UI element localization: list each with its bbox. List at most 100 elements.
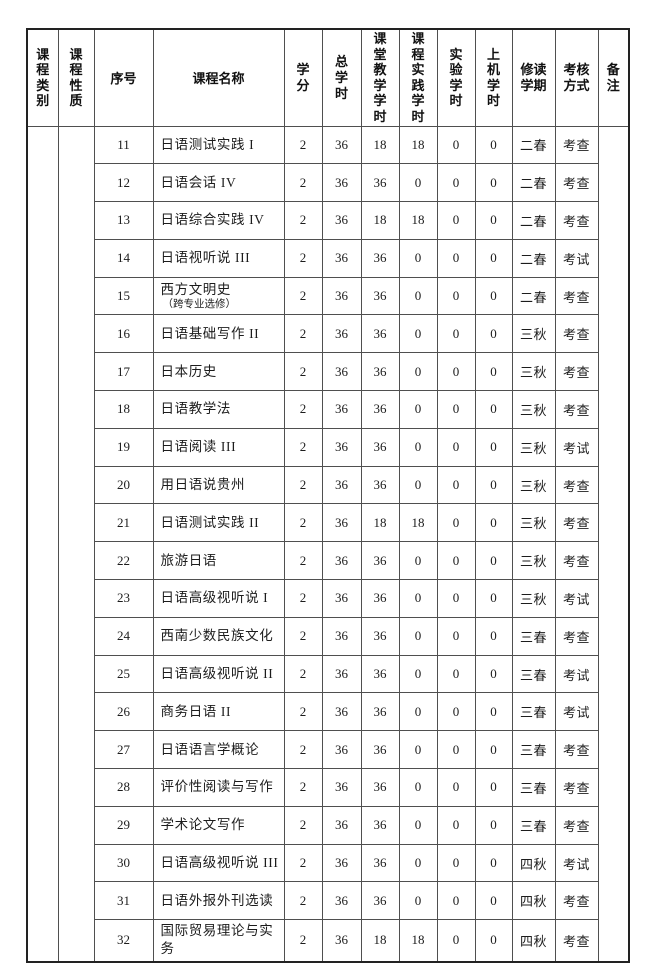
course-name-text: 日语视听说 III bbox=[160, 250, 251, 266]
header-course-category: 课程类别 bbox=[26, 28, 59, 127]
curriculum-table: 课程类别 课程性质 序号 课程名称 学分 总学时 课堂教学学时 课程实践学时 实… bbox=[26, 28, 630, 963]
course-name-cell: 日语高级视听说 III bbox=[152, 843, 285, 883]
practice-hours-cell: 18 bbox=[398, 125, 438, 165]
seq-no-cell: 13 bbox=[93, 201, 154, 240]
practice-hours-cell: 18 bbox=[398, 503, 438, 543]
assessment-cell: 考试 bbox=[554, 654, 599, 694]
semester-cell: 三秋 bbox=[511, 503, 556, 543]
semester-cell: 三秋 bbox=[511, 314, 556, 354]
seq-no-cell: 29 bbox=[93, 805, 154, 845]
course-name-cell: 日语语言学概论 bbox=[152, 730, 285, 770]
header-row: 课程类别 课程性质 序号 课程名称 学分 总学时 课堂教学学时 课程实践学时 实… bbox=[26, 28, 630, 127]
table-row: 26 商务日语 II 2 36 36 0 0 0 三春 考试 bbox=[27, 692, 629, 732]
total-hours-cell: 36 bbox=[321, 654, 362, 694]
course-name-cell: 日语会话 IV bbox=[152, 163, 285, 203]
table-row: 27 日语语言学概论 2 36 36 0 0 0 三春 考查 bbox=[27, 730, 629, 770]
credits-cell: 2 bbox=[283, 276, 323, 316]
semester-cell: 四秋 bbox=[511, 843, 556, 883]
computer-hours-cell: 0 bbox=[474, 427, 513, 467]
credits-cell: 2 bbox=[283, 768, 323, 807]
course-name-text: 用日语说贵州 bbox=[160, 476, 246, 492]
computer-hours-cell: 0 bbox=[474, 503, 513, 543]
lab-hours-cell: 0 bbox=[436, 163, 476, 203]
semester-cell: 二春 bbox=[511, 163, 556, 203]
course-name-text: 日语综合实践 IV bbox=[160, 212, 265, 228]
practice-hours-cell: 0 bbox=[398, 163, 438, 203]
course-name-cell: 西南少数民族文化 bbox=[152, 616, 285, 656]
practice-hours-cell: 0 bbox=[398, 654, 438, 694]
lab-hours-cell: 0 bbox=[436, 125, 476, 165]
header-course-name: 课程名称 bbox=[152, 28, 285, 127]
computer-hours-cell: 0 bbox=[474, 276, 513, 316]
table-row: 21 日语测试实践 II 2 36 18 18 0 0 三秋 考查 bbox=[27, 503, 629, 543]
header-remarks-label: 备注 bbox=[606, 62, 620, 93]
course-name-text: 评价性阅读与写作 bbox=[160, 779, 274, 795]
seq-no-cell: 22 bbox=[93, 541, 154, 581]
course-name-cell: 日语阅读 III bbox=[152, 427, 285, 467]
credits-cell: 2 bbox=[283, 919, 323, 963]
practice-hours-cell: 0 bbox=[398, 238, 438, 278]
course-name-cell: 日本历史 bbox=[152, 352, 285, 392]
lab-hours-cell: 0 bbox=[436, 390, 476, 429]
semester-cell: 三秋 bbox=[511, 541, 556, 581]
table-row: 14 日语视听说 III 2 36 36 0 0 0 二春 考试 bbox=[27, 238, 629, 278]
course-name-text: 学术论文写作 bbox=[160, 817, 246, 833]
seq-no-cell: 17 bbox=[93, 352, 154, 392]
course-name-text: 日语阅读 III bbox=[160, 439, 237, 455]
course-name-cell: 日语基础写作 II bbox=[152, 314, 285, 354]
credits-cell: 2 bbox=[283, 503, 323, 543]
table-row: 32 国际贸易理论与实务 2 36 18 18 0 0 四秋 考查 bbox=[27, 919, 629, 963]
lab-hours-cell: 0 bbox=[436, 881, 476, 921]
total-hours-cell: 36 bbox=[321, 579, 362, 618]
table-row: 22 旅游日语 2 36 36 0 0 0 三秋 考查 bbox=[27, 541, 629, 581]
semester-cell: 三春 bbox=[511, 654, 556, 694]
lab-hours-cell: 0 bbox=[436, 919, 476, 963]
assessment-cell: 考查 bbox=[554, 503, 599, 543]
semester-cell: 三秋 bbox=[511, 352, 556, 392]
classroom-hours-cell: 18 bbox=[360, 201, 400, 240]
course-name-cell: 用日语说贵州 bbox=[152, 465, 285, 505]
semester-cell: 二春 bbox=[511, 125, 556, 165]
assessment-cell: 考查 bbox=[554, 805, 599, 845]
practice-hours-cell: 0 bbox=[398, 730, 438, 770]
classroom-hours-cell: 18 bbox=[360, 919, 400, 963]
course-name-subnote: （跨专业选修） bbox=[162, 298, 237, 310]
assessment-cell: 考试 bbox=[554, 579, 599, 618]
lab-hours-cell: 0 bbox=[436, 579, 476, 618]
classroom-hours-cell: 18 bbox=[360, 125, 400, 165]
practice-hours-cell: 0 bbox=[398, 541, 438, 581]
table-row: 24 西南少数民族文化 2 36 36 0 0 0 三春 考查 bbox=[27, 616, 629, 656]
classroom-hours-cell: 36 bbox=[360, 768, 400, 807]
total-hours-cell: 36 bbox=[321, 541, 362, 581]
lab-hours-cell: 0 bbox=[436, 427, 476, 467]
table-row: 29 学术论文写作 2 36 36 0 0 0 三春 考查 bbox=[27, 805, 629, 845]
total-hours-cell: 36 bbox=[321, 163, 362, 203]
practice-hours-cell: 0 bbox=[398, 427, 438, 467]
computer-hours-cell: 0 bbox=[474, 465, 513, 505]
credits-cell: 2 bbox=[283, 427, 323, 467]
lab-hours-cell: 0 bbox=[436, 768, 476, 807]
assessment-cell: 考查 bbox=[554, 768, 599, 807]
header-semester: 修读学期 bbox=[511, 28, 556, 127]
total-hours-cell: 36 bbox=[321, 276, 362, 316]
computer-hours-cell: 0 bbox=[474, 201, 513, 240]
header-remarks: 备注 bbox=[597, 28, 630, 127]
practice-hours-cell: 0 bbox=[398, 314, 438, 354]
practice-hours-cell: 0 bbox=[398, 881, 438, 921]
course-name-text: 日语语言学概论 bbox=[160, 741, 260, 757]
seq-no-cell: 20 bbox=[93, 465, 154, 505]
credits-cell: 2 bbox=[283, 314, 323, 354]
course-name-cell: 日语测试实践 II bbox=[152, 503, 285, 543]
assessment-cell: 考查 bbox=[554, 163, 599, 203]
course-name-cell: 学术论文写作 bbox=[152, 805, 285, 845]
seq-no-cell: 12 bbox=[93, 163, 154, 203]
assessment-cell: 考查 bbox=[554, 390, 599, 429]
lab-hours-cell: 0 bbox=[436, 541, 476, 581]
table-row: 25 日语高级视听说 II 2 36 36 0 0 0 三春 考试 bbox=[27, 654, 629, 694]
course-name-cell: 日语综合实践 IV bbox=[152, 201, 285, 240]
header-computer-hours-label: 上机学时 bbox=[486, 46, 500, 109]
credits-cell: 2 bbox=[283, 616, 323, 656]
total-hours-cell: 36 bbox=[321, 881, 362, 921]
total-hours-cell: 36 bbox=[321, 352, 362, 392]
semester-cell: 三秋 bbox=[511, 427, 556, 467]
